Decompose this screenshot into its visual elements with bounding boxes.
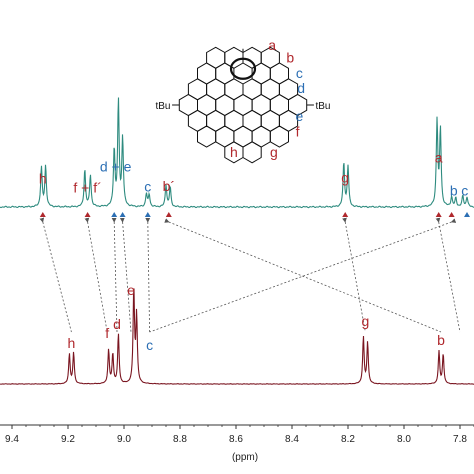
correlation-arrow <box>342 217 366 333</box>
top-peak-label: g <box>341 169 349 185</box>
x-axis-title: (ppm) <box>232 452 258 463</box>
top-peak-label: b´ <box>163 178 175 194</box>
peak-marker <box>111 212 118 217</box>
ring <box>242 141 262 164</box>
bottom-peak-labels: h fd e c g b <box>68 282 446 353</box>
structure-label: a <box>268 37 276 53</box>
peak-marker <box>84 212 91 217</box>
ring <box>269 125 289 148</box>
tbu-label: tBu <box>155 101 170 112</box>
bottom-peak-label: h <box>68 335 76 351</box>
peak-marker <box>435 212 442 217</box>
bottom-peak-label: c <box>146 337 153 353</box>
x-tick-label: 9.0 <box>117 434 131 445</box>
tbu-label: tBu <box>315 101 330 112</box>
top-peak-label: b <box>450 182 458 198</box>
x-tick-label: 8.8 <box>173 434 187 445</box>
x-tick-label: 8.0 <box>397 434 411 445</box>
correlation-arrow <box>435 217 461 333</box>
top-peak-labels: hf + f´d + ec b´gab c <box>39 150 468 199</box>
molecule-structure <box>172 46 314 164</box>
top-peak-label: d + e <box>100 158 132 174</box>
x-tick-label: 8.2 <box>341 434 355 445</box>
peak-marker <box>342 212 349 217</box>
bottom-peak-label: g <box>362 313 370 329</box>
peak-marker <box>119 212 126 217</box>
x-tick-label: 9.2 <box>61 434 75 445</box>
bottom-peak-label: b <box>437 332 445 348</box>
bottom-peak-label: d <box>113 316 121 332</box>
correlation-arrow <box>119 217 132 333</box>
structure-label: c <box>296 65 303 81</box>
structure-label: f <box>296 124 300 140</box>
x-tick-label: 7.8 <box>453 434 467 445</box>
correlation-arrow <box>145 217 151 333</box>
top-spectrum-line <box>0 97 474 209</box>
x-tick-label: 8.4 <box>285 434 299 445</box>
x-axis-ticks: 9.4 9.2 9.0 8.8 8.6 8.4 8.2 8.0 7.8 <box>5 425 474 445</box>
ring <box>197 125 217 148</box>
peak-marker <box>448 212 455 217</box>
x-tick-label: 8.6 <box>229 434 243 445</box>
peak-marker <box>39 212 46 217</box>
peak-marker <box>464 212 470 217</box>
bottom-peak-label: f <box>105 325 109 341</box>
structure-label: d <box>297 80 305 96</box>
structure-label: h <box>230 144 238 160</box>
correlation-arrow <box>149 218 457 333</box>
correlation-arrows <box>39 217 461 333</box>
top-peak-label: c <box>144 178 151 194</box>
correlation-arrow <box>39 217 72 333</box>
top-peak-label: c <box>461 182 468 198</box>
peak-marker <box>165 212 172 217</box>
structure-label: g <box>270 144 278 160</box>
x-tick-label: 9.4 <box>5 434 19 445</box>
top-peak-label: h <box>39 171 47 187</box>
top-peak-label: a <box>435 150 443 166</box>
structure-label: e <box>296 108 304 124</box>
top-peak-label: f + f´ <box>73 179 101 195</box>
peak-marker <box>144 212 151 217</box>
top-peak-markers <box>39 212 470 217</box>
correlation-arrow <box>164 218 442 333</box>
bottom-spectrum-line <box>0 288 474 385</box>
correlation-arrow <box>84 217 108 333</box>
bottom-peak-label: e <box>127 282 135 298</box>
structure-label: b <box>286 50 294 66</box>
